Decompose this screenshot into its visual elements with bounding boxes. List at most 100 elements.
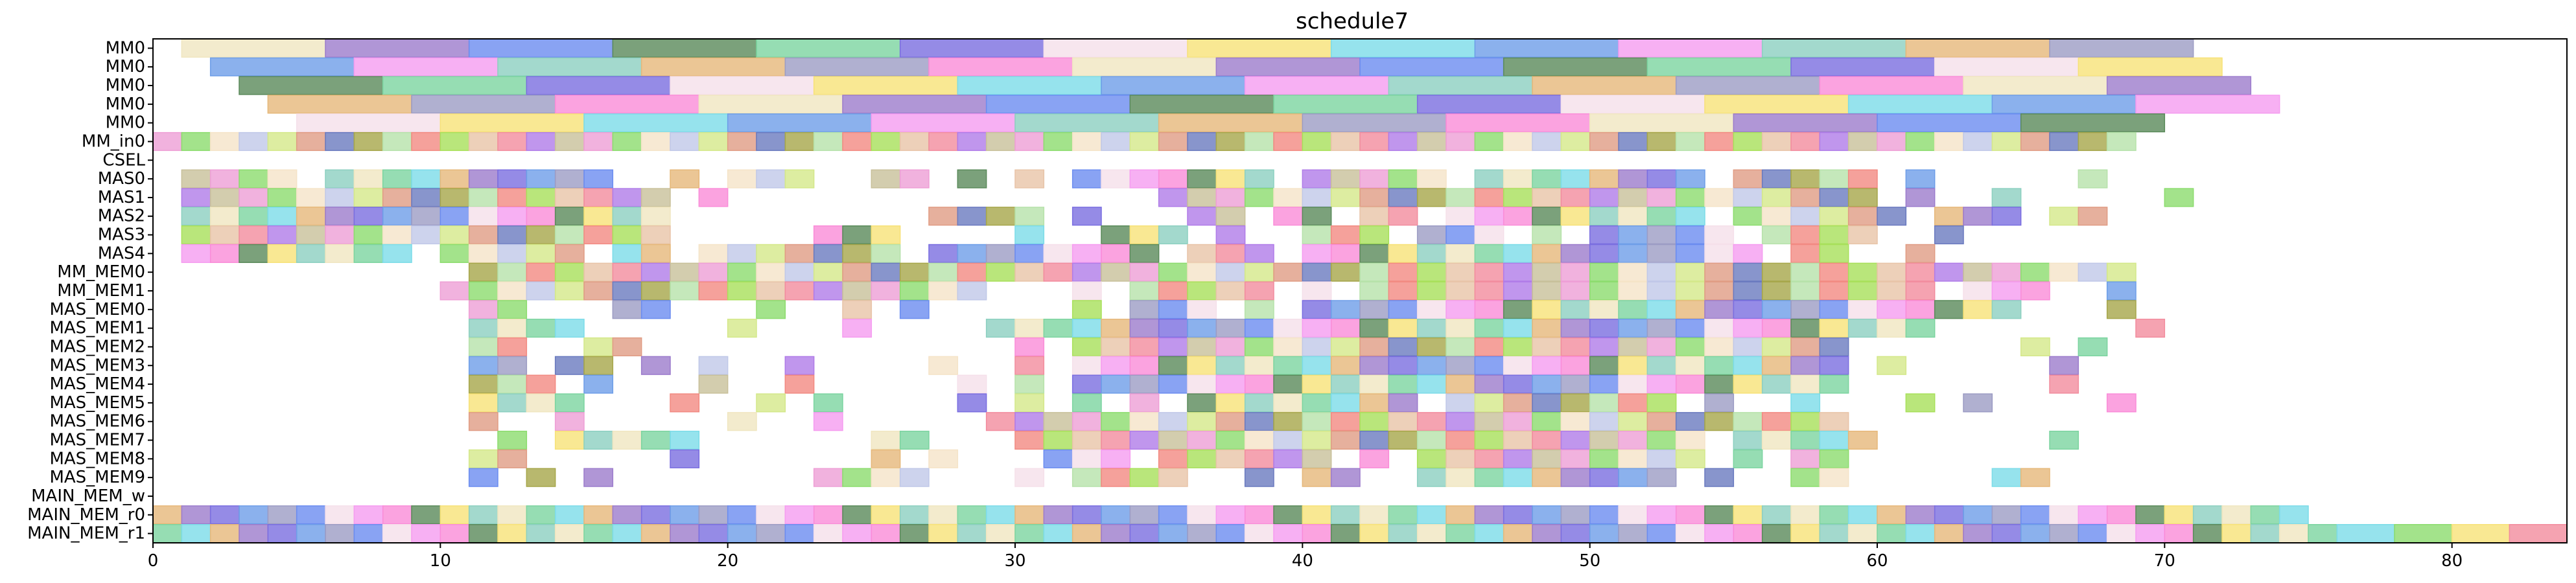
gantt-bar [985,262,1016,282]
gantt-bar [871,169,901,189]
gantt-bar [152,505,183,525]
gantt-bar [1043,449,1073,468]
gantt-bar [1071,412,1102,431]
gantt-bar [1877,300,1907,319]
gantt-bar [1532,356,1562,375]
gantt-bar [1790,393,1821,413]
gantt-bar [1675,76,1821,95]
bars-layer [152,38,2568,543]
gantt-bar [353,131,384,152]
gantt-bar [1819,468,1849,487]
gantt-bar [1388,76,1533,95]
gantt-bar [1474,468,1505,487]
gantt-bar [1646,337,1677,357]
gantt-bar [612,225,642,245]
gantt-bar [1101,76,1246,95]
gantt-bar [1043,38,1188,58]
x-tick-label: 60 [1866,551,1888,571]
gantt-bar [439,505,470,525]
gantt-bar [1388,505,1418,525]
gantt-bar [1187,393,1217,413]
gantt-bar [497,281,528,301]
gantt-bar [468,131,498,152]
y-tick-label: MM0 [106,113,145,133]
gantt-bar [1589,524,1619,543]
gantt-bar [1532,524,1562,543]
gantt-bar [1934,524,1964,543]
gantt-bar [1618,207,1648,226]
gantt-bar [1416,225,1447,245]
gantt-bar [1187,356,1217,375]
gantt-bar [1675,449,1705,468]
gantt-bar [1273,356,1304,375]
gantt-bar [1991,207,2022,226]
gantt-bar [181,38,326,58]
gantt-bar [1905,524,1936,543]
gantt-bar [698,244,729,263]
gantt-bar [353,244,384,263]
gantt-bar [1790,300,1821,319]
gantt-bar [1244,449,1274,468]
gantt-bar [1187,374,1217,394]
gantt-bar [1618,262,1648,282]
gantt-bar [1129,412,1160,431]
gantt-bar [1560,374,1591,394]
gantt-bar [1675,412,1705,431]
gantt-bar [1790,356,1821,375]
gantt-bar [1991,300,2022,319]
gantt-bar [1101,449,1131,468]
gantt-bar [1532,449,1562,468]
gantt-bar [1877,113,2022,133]
gantt-bar [1474,356,1505,375]
gantt-bar [1934,300,1964,319]
gantt-bar [1302,430,1332,450]
gantt-bar [1474,244,1505,263]
gantt-bar [1129,524,1160,543]
gantt-bar [1991,281,2022,301]
gantt-bar [1963,393,1993,413]
gantt-bar [1733,374,1763,394]
gantt-bar [1905,300,1936,319]
gantt-bar [2049,430,2079,450]
gantt-bar [267,95,412,114]
gantt-bar [1905,393,1936,413]
gantt-bar [1589,131,1619,152]
gantt-bar [267,169,298,189]
gantt-bar [871,449,901,468]
gantt-bar [1129,393,1160,413]
gantt-bar [698,524,729,543]
gantt-bar [1014,131,1045,152]
gantt-bar [784,262,815,282]
gantt-bar [325,207,355,226]
gantt-bar [2336,524,2395,543]
gantt-bar [1388,262,1418,282]
gantt-bar [1819,412,1849,431]
gantt-bar [239,505,269,525]
gantt-bar [1819,262,1849,282]
gantt-bar [1503,468,1533,487]
gantt-bar [1503,281,1533,301]
gantt-bar [957,374,987,394]
y-tick-label: MM_MEM1 [57,281,145,301]
gantt-bar [784,356,815,375]
y-tick-label: MAS_MEM1 [49,319,145,338]
gantt-bar [640,57,786,76]
gantt-bar [1618,244,1648,263]
gantt-bar [267,188,298,207]
gantt-bar [1503,412,1533,431]
gantt-bar [1675,337,1705,357]
gantt-bar [1934,207,1964,226]
gantt-bar [670,430,700,450]
gantt-bar [1618,449,1648,468]
gantt-bar [209,244,240,263]
gantt-bar [1589,505,1619,525]
gantt-bar [181,225,211,245]
gantt-bar [1646,225,1677,245]
gantt-bar [1646,430,1677,450]
y-tick-label: MAS_MEM6 [49,412,145,431]
gantt-bar [1388,412,1418,431]
gantt-bar [1589,412,1619,431]
gantt-bar [382,225,412,245]
gantt-bar [985,505,1016,525]
gantt-bar [1733,131,1763,152]
